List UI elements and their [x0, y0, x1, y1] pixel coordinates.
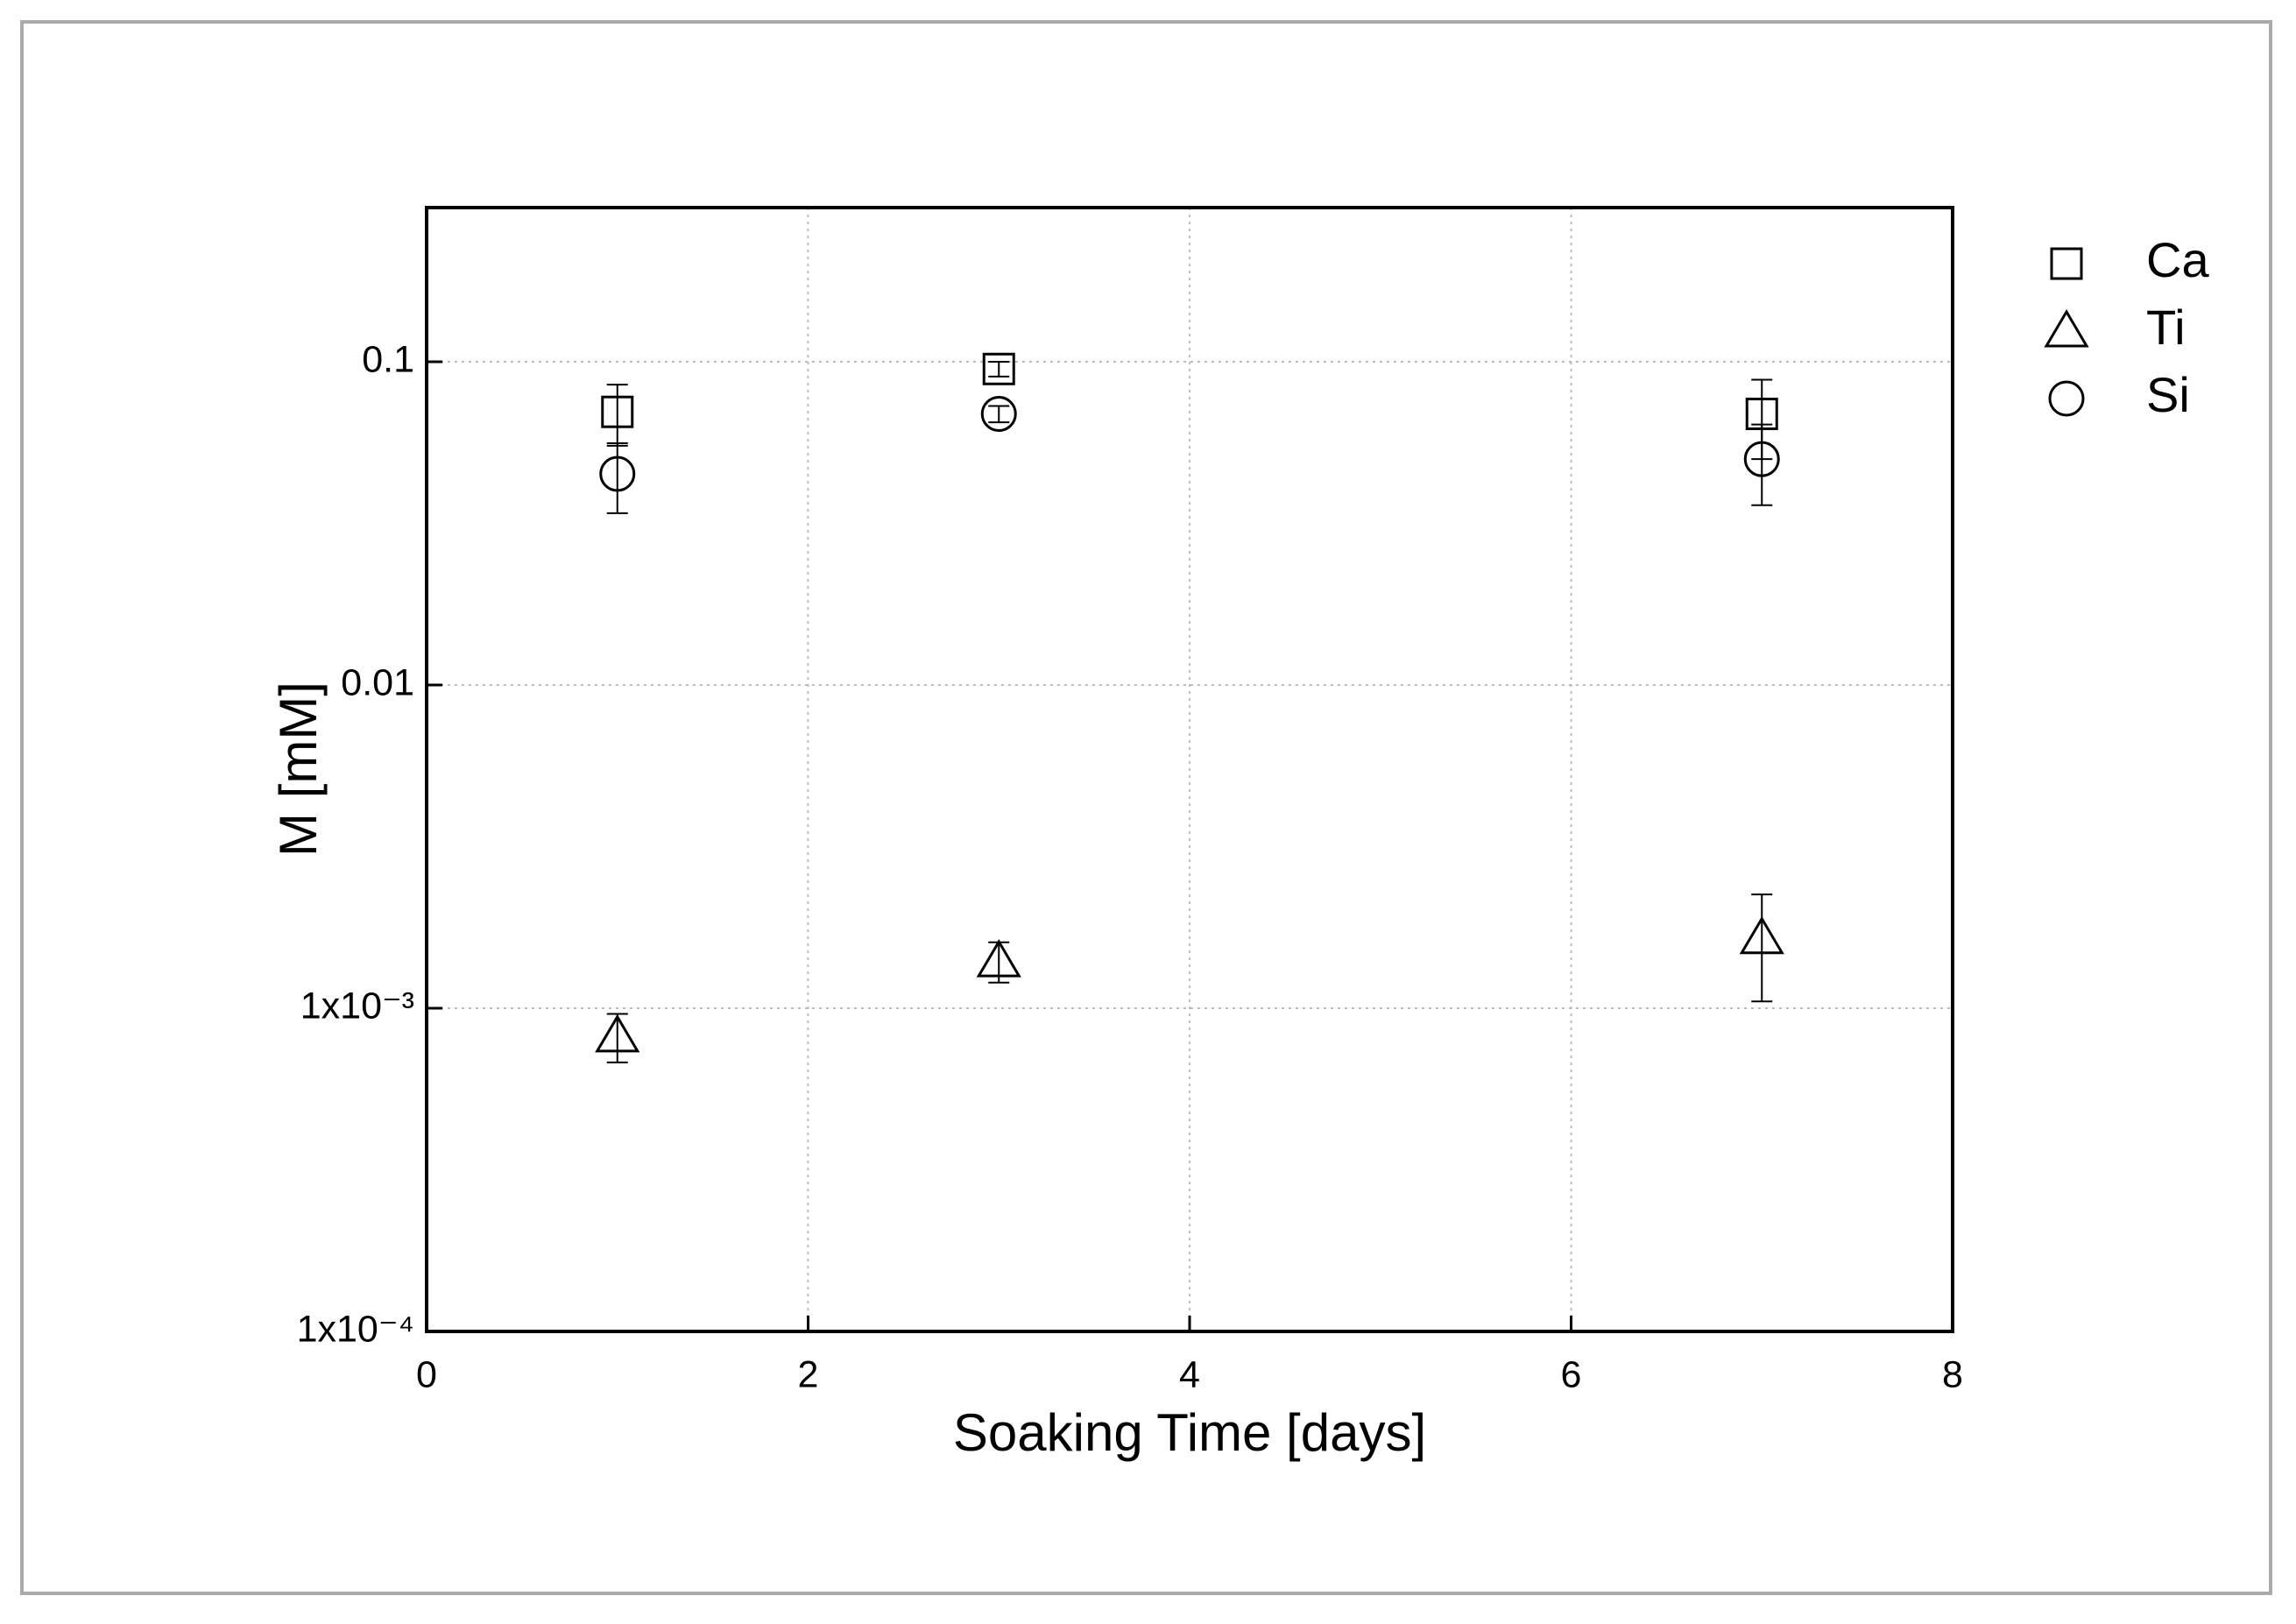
legend-label: Ca: [2146, 232, 2209, 287]
x-tick-label: 0: [416, 1353, 437, 1395]
marker: [980, 396, 1017, 433]
legend-label: Ti: [2146, 300, 2186, 355]
x-tick-label: 2: [798, 1353, 819, 1395]
y-tick-label: 0.1: [362, 338, 414, 380]
x-tick-label: 4: [1179, 1353, 1200, 1395]
y-axis-title: M [mM]: [269, 681, 328, 857]
x-tick-label: 8: [1942, 1353, 1963, 1395]
marker: [976, 939, 1021, 978]
error-bar: [606, 1013, 628, 1063]
legend-marker: [2048, 380, 2085, 417]
legend-marker: [2050, 247, 2083, 280]
y-tick-label: 1x10⁻⁴: [297, 1308, 414, 1350]
x-axis-title: Soaking Time [days]: [953, 1403, 1426, 1462]
error-bar: [988, 405, 1010, 424]
legend-label: Si: [2146, 367, 2190, 422]
plot-frame: [425, 206, 1954, 1333]
error-bar: [1751, 893, 1773, 1003]
error-bar: [988, 361, 1010, 378]
frame: [20, 20, 2272, 1595]
error-bar: [606, 441, 628, 514]
marker: [982, 352, 1015, 385]
marker: [599, 455, 636, 492]
y-tick-label: 0.01: [341, 661, 414, 703]
marker: [595, 1013, 640, 1053]
legend-marker: [2044, 309, 2089, 348]
error-bar: [1751, 423, 1773, 506]
marker: [601, 395, 634, 428]
marker: [1743, 441, 1780, 477]
y-tick-label: 1x10⁻³: [300, 985, 414, 1027]
marker: [1739, 915, 1784, 955]
x-tick-label: 6: [1561, 1353, 1582, 1395]
